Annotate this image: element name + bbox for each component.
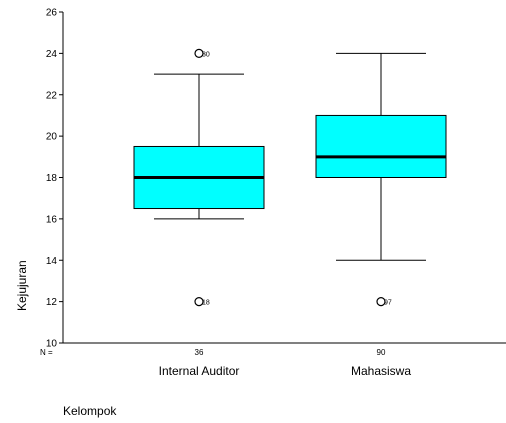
box-group: 97 [315, 52, 447, 307]
y-tick-label: 24 [46, 49, 58, 60]
y-axis-ticks: 10 12 14 16 18 20 22 24 26 [46, 8, 63, 350]
box-group: 30 18 [133, 48, 265, 307]
category-label: Internal Auditor [159, 364, 240, 378]
y-tick-label: 22 [46, 90, 58, 101]
outlier-point [194, 48, 204, 58]
iqr-box [315, 114, 447, 178]
outlier-label: 30 [202, 51, 210, 58]
outlier-label: 97 [384, 300, 392, 307]
x-axis-title: Kelompok [63, 404, 117, 418]
y-tick-label: 20 [46, 132, 58, 143]
y-tick-label: 14 [46, 256, 58, 267]
outlier-point [194, 297, 204, 307]
outlier-point [376, 297, 386, 307]
x-axis-labels: 36 Internal Auditor 90 Mahasiswa [159, 348, 412, 378]
box-groups: 30 18 97 [133, 48, 447, 307]
y-tick-label: 26 [46, 8, 58, 19]
y-axis-title: Kejujuran [15, 260, 29, 311]
y-tick-label: 12 [46, 297, 58, 308]
y-tick-label: 18 [46, 173, 58, 184]
y-tick-label: 10 [46, 339, 58, 350]
n-prefix-label: N = [40, 348, 53, 357]
y-tick-label: 16 [46, 214, 58, 225]
outlier-label: 18 [202, 300, 210, 307]
category-label: Mahasiswa [351, 364, 411, 378]
n-count-label: 90 [377, 348, 386, 357]
n-count-label: 36 [195, 348, 204, 357]
